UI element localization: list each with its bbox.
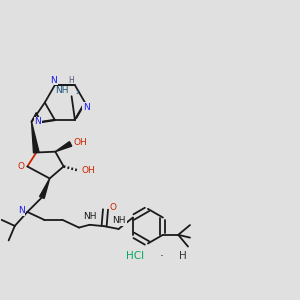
- Text: OH: OH: [82, 166, 96, 175]
- Polygon shape: [32, 122, 39, 153]
- Text: NH: NH: [112, 216, 126, 225]
- Text: 2: 2: [76, 90, 80, 95]
- Text: N: N: [50, 76, 57, 85]
- Text: HCl: HCl: [126, 251, 144, 261]
- Text: N: N: [34, 117, 41, 126]
- Text: NH: NH: [83, 212, 97, 221]
- Text: ·: ·: [160, 250, 164, 262]
- Polygon shape: [55, 142, 72, 152]
- Polygon shape: [40, 178, 50, 198]
- Text: H: H: [179, 251, 187, 261]
- Text: N: N: [18, 206, 25, 215]
- Text: O: O: [110, 203, 117, 212]
- Text: H: H: [68, 76, 74, 85]
- Text: NH: NH: [55, 85, 69, 94]
- Text: OH: OH: [74, 138, 87, 147]
- Text: O: O: [18, 162, 25, 171]
- Text: N: N: [83, 103, 90, 112]
